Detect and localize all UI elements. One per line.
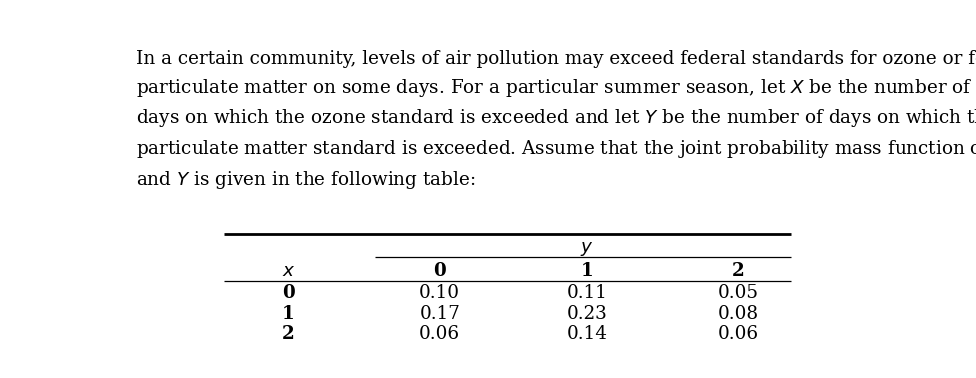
Text: 0.06: 0.06 (419, 324, 461, 342)
Text: In a certain community, levels of air pollution may exceed federal standards for: In a certain community, levels of air po… (136, 50, 976, 191)
Text: 2: 2 (732, 262, 745, 280)
Text: 0.05: 0.05 (718, 284, 759, 302)
Text: 2: 2 (282, 324, 295, 342)
Text: 0: 0 (282, 284, 295, 302)
Text: 0.11: 0.11 (567, 284, 608, 302)
Text: 0.17: 0.17 (420, 305, 460, 323)
Text: $x$: $x$ (282, 262, 295, 280)
Text: 0.08: 0.08 (718, 305, 759, 323)
Text: 0.23: 0.23 (567, 305, 608, 323)
Text: 1: 1 (282, 305, 295, 323)
Text: 0: 0 (433, 262, 446, 280)
Text: 0.14: 0.14 (567, 324, 608, 342)
Text: $y$: $y$ (581, 240, 594, 258)
Text: 0.06: 0.06 (718, 324, 759, 342)
Text: 1: 1 (581, 262, 593, 280)
Text: 0.10: 0.10 (419, 284, 461, 302)
